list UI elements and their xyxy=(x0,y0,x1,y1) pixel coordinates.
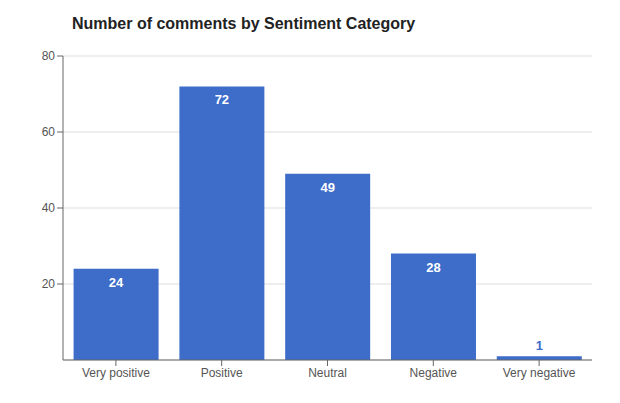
svg-text:Very positive: Very positive xyxy=(82,366,150,380)
html-text:Number of comments by Sentimen: Number of comments by Sentiment Category xyxy=(72,15,416,32)
svg-text:49: 49 xyxy=(320,180,334,195)
svg-text:80: 80 xyxy=(42,49,56,63)
svg-text:Negative: Negative xyxy=(410,366,458,380)
svg-text:Neutral: Neutral xyxy=(308,366,347,380)
svg-text:24: 24 xyxy=(109,275,124,290)
svg-text:28: 28 xyxy=(426,260,440,275)
svg-text:Very negative: Very negative xyxy=(503,366,576,380)
svg-text:40: 40 xyxy=(42,201,56,215)
svg-text:60: 60 xyxy=(42,125,56,139)
svg-text:1: 1 xyxy=(536,338,543,353)
svg-text:20: 20 xyxy=(42,277,56,291)
svg-text:72: 72 xyxy=(215,92,229,107)
svg-text:Positive: Positive xyxy=(201,366,243,380)
